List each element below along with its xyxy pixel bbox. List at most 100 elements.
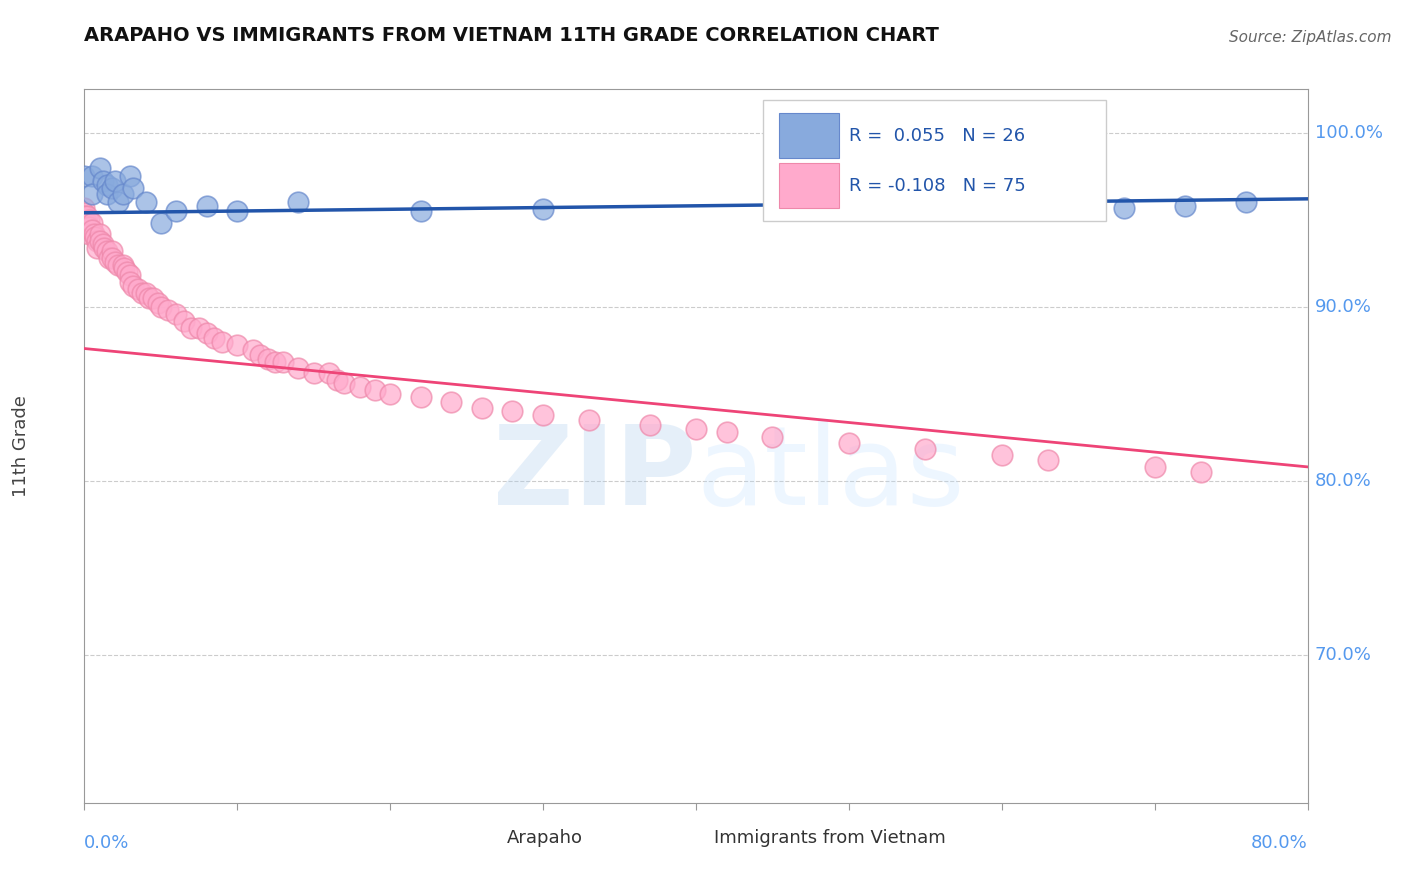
Text: ARAPAHO VS IMMIGRANTS FROM VIETNAM 11TH GRADE CORRELATION CHART: ARAPAHO VS IMMIGRANTS FROM VIETNAM 11TH …: [84, 26, 939, 45]
Point: [914, 442, 936, 457]
Point: [142, 291, 165, 305]
Point: [380, 386, 402, 401]
Point: [120, 276, 142, 290]
Text: Source: ZipAtlas.com: Source: ZipAtlas.com: [1229, 29, 1392, 45]
Point: [165, 307, 187, 321]
FancyBboxPatch shape: [779, 162, 839, 209]
Point: [96, 244, 118, 258]
Point: [111, 186, 134, 201]
Point: [76, 216, 98, 230]
Point: [135, 195, 157, 210]
Point: [242, 343, 264, 358]
Point: [120, 169, 142, 184]
Text: ZIP: ZIP: [492, 421, 696, 528]
Point: [165, 204, 187, 219]
Point: [1143, 459, 1166, 474]
Point: [1036, 453, 1059, 467]
Point: [409, 390, 432, 404]
Point: [104, 174, 127, 188]
Point: [149, 300, 172, 314]
Point: [188, 320, 211, 334]
Point: [173, 314, 195, 328]
Point: [638, 418, 661, 433]
Point: [226, 204, 249, 219]
Point: [111, 258, 134, 272]
Point: [1234, 195, 1257, 210]
Point: [93, 241, 115, 255]
Point: [89, 161, 111, 175]
Point: [195, 199, 218, 213]
Text: Arapaho: Arapaho: [506, 830, 582, 847]
Point: [83, 227, 105, 241]
Point: [135, 285, 157, 300]
Point: [91, 237, 114, 252]
Point: [838, 435, 860, 450]
Point: [531, 408, 554, 422]
Point: [96, 178, 118, 192]
Point: [122, 278, 145, 293]
Point: [302, 366, 325, 380]
Text: 80.0%: 80.0%: [1315, 472, 1371, 490]
Point: [318, 366, 340, 380]
Point: [1189, 465, 1212, 479]
Point: [914, 202, 936, 217]
Point: [578, 413, 600, 427]
Point: [104, 254, 127, 268]
Point: [440, 395, 463, 409]
Point: [531, 202, 554, 217]
Point: [195, 326, 218, 340]
Text: 11th Grade: 11th Grade: [13, 395, 30, 497]
Point: [409, 204, 432, 219]
Point: [471, 401, 494, 415]
Text: R = -0.108   N = 75: R = -0.108 N = 75: [849, 177, 1025, 194]
Text: 80.0%: 80.0%: [1251, 834, 1308, 852]
Point: [86, 234, 108, 248]
Point: [107, 195, 129, 210]
Point: [96, 186, 118, 201]
Point: [257, 351, 280, 366]
Point: [157, 303, 180, 318]
Point: [761, 430, 783, 444]
Point: [349, 380, 371, 394]
Point: [115, 265, 138, 279]
Point: [1021, 199, 1043, 213]
Point: [80, 216, 103, 230]
Point: [91, 174, 114, 188]
FancyBboxPatch shape: [779, 112, 839, 159]
Point: [73, 209, 96, 223]
Point: [1114, 201, 1136, 215]
Point: [287, 360, 309, 375]
Point: [73, 169, 96, 184]
Point: [991, 448, 1014, 462]
Point: [211, 334, 233, 349]
Text: Immigrants from Vietnam: Immigrants from Vietnam: [714, 830, 946, 847]
Text: 90.0%: 90.0%: [1315, 298, 1371, 316]
Point: [73, 206, 96, 220]
Point: [77, 219, 100, 234]
Point: [107, 258, 129, 272]
Point: [122, 181, 145, 195]
FancyBboxPatch shape: [657, 822, 710, 855]
Point: [101, 251, 124, 265]
Point: [502, 404, 524, 418]
Point: [138, 291, 160, 305]
Point: [287, 195, 309, 210]
Point: [202, 331, 225, 345]
Point: [149, 216, 172, 230]
Point: [146, 296, 169, 310]
Point: [86, 241, 108, 255]
Point: [80, 223, 103, 237]
Point: [264, 355, 287, 369]
Text: 0.0%: 0.0%: [84, 834, 129, 852]
Text: atlas: atlas: [696, 421, 965, 528]
Point: [77, 227, 100, 241]
Point: [180, 320, 202, 334]
Point: [333, 376, 356, 391]
Point: [101, 244, 124, 258]
Point: [97, 251, 120, 265]
Point: [249, 349, 271, 363]
Point: [84, 230, 107, 244]
Point: [112, 261, 135, 276]
Point: [325, 373, 347, 387]
Point: [76, 209, 98, 223]
